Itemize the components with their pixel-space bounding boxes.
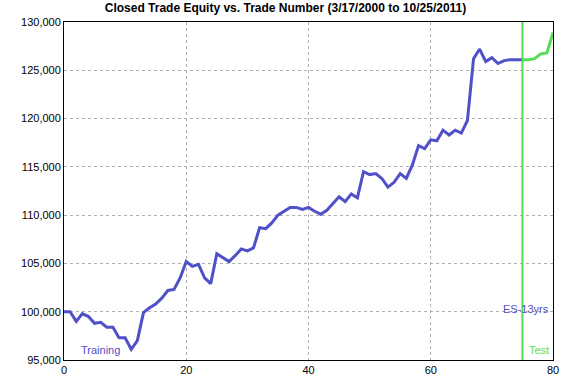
svg-text:40: 40: [302, 364, 314, 376]
svg-text:95,000: 95,000: [27, 354, 61, 366]
svg-text:Training: Training: [81, 344, 120, 356]
svg-text:Closed Trade Equity vs. Trade: Closed Trade Equity vs. Trade Number (3/…: [105, 1, 467, 15]
svg-text:130,000: 130,000: [21, 16, 61, 28]
svg-text:110,000: 110,000: [22, 209, 61, 221]
svg-text:105,000: 105,000: [21, 257, 61, 269]
svg-text:60: 60: [425, 364, 437, 376]
svg-text:120,000: 120,000: [21, 112, 61, 124]
svg-text:115,000: 115,000: [22, 161, 61, 173]
svg-text:125,000: 125,000: [21, 64, 61, 76]
svg-text:100,000: 100,000: [21, 306, 61, 318]
svg-text:0: 0: [61, 364, 67, 376]
svg-text:ES-13yrs: ES-13yrs: [503, 303, 549, 315]
svg-text:Test: Test: [529, 344, 549, 356]
svg-text:20: 20: [180, 364, 192, 376]
svg-text:80: 80: [547, 364, 559, 376]
